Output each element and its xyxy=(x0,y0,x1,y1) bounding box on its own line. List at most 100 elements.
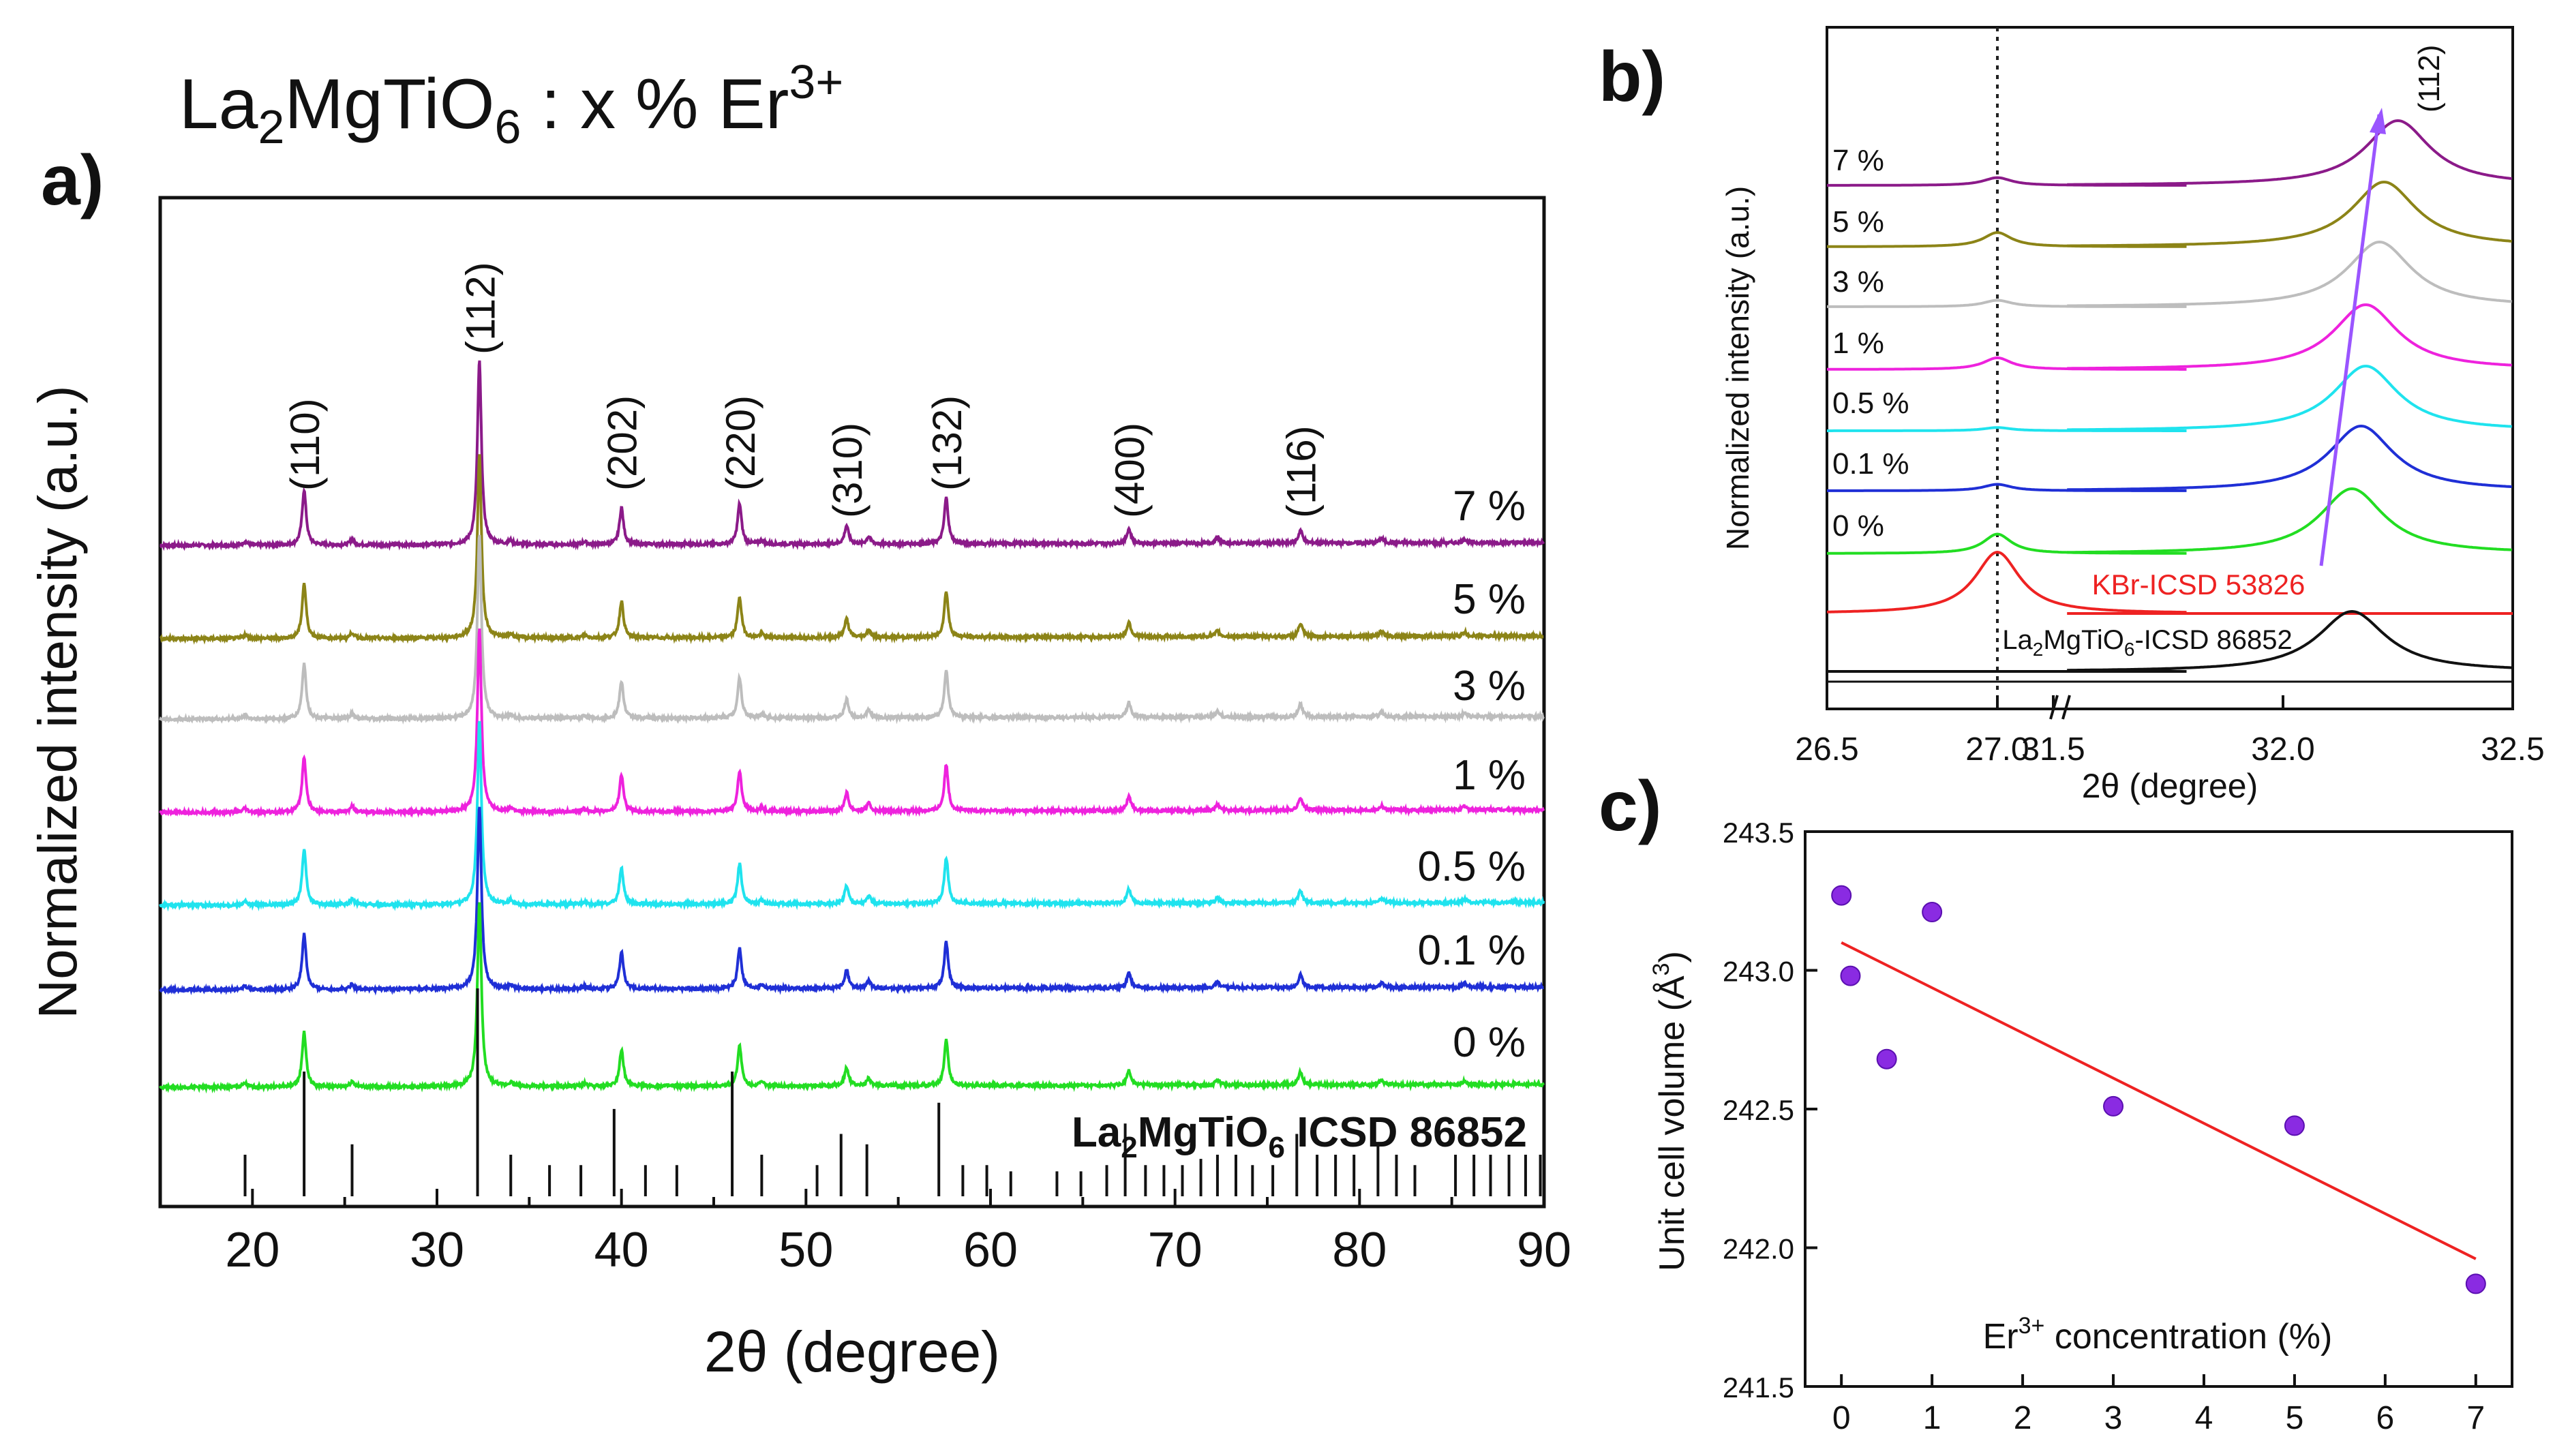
panel-b-series-line xyxy=(2067,181,2512,247)
panel-c-y-tick-label: 242.5 xyxy=(1723,1094,1794,1126)
panel-b-series-line xyxy=(2067,240,2512,307)
panel-c-x-tick-label: 4 xyxy=(2195,1400,2213,1436)
panel-a-series-line xyxy=(159,721,1545,912)
panel-a-series-label: 1 % xyxy=(1453,752,1526,799)
panel-b-kbr-reference-line xyxy=(1826,550,2513,615)
panel-a-x-tick-label: 90 xyxy=(1517,1223,1571,1277)
panel-a-series-labels: 7 % 5 % 3 % 1 % 0.5 % 0.1 % 0 % xyxy=(1417,483,1526,1066)
panel-a-x-tick-label: 80 xyxy=(1332,1223,1387,1277)
panel-b-xlabel: 2θ (degree) xyxy=(2082,767,2258,805)
panel-a-reference-label: La2MgTiO6 ICSD 86852 xyxy=(1072,1109,1527,1164)
panel-c-x-tick-label: 2 xyxy=(2014,1400,2032,1436)
panel-c-data-point xyxy=(1831,885,1852,906)
panel-a-peak-label: (110) xyxy=(282,398,328,491)
panel-b-series-line xyxy=(2067,365,2512,431)
panel-c-fit-line xyxy=(1841,941,2477,1260)
panel-b-axis-break xyxy=(2061,695,2071,720)
panel-b-series-label: 1 % xyxy=(1832,327,1884,360)
panel-b-series-line xyxy=(2067,303,2512,370)
panel-a-series-line xyxy=(159,628,1545,819)
panel-c-y-tick-label: 243.5 xyxy=(1723,817,1794,849)
panel-b-series-line xyxy=(2067,424,2512,491)
panel-b-series-label: 3 % xyxy=(1832,265,1884,299)
panel-b-series-line xyxy=(1827,532,2187,555)
panel-b-lmt-reference-line xyxy=(1827,609,2512,673)
panel-a-peak-label: (310) xyxy=(825,423,871,518)
panel-a-series-label: 5 % xyxy=(1453,576,1526,623)
panel-b-x-tick-label: 26.5 xyxy=(1795,731,1858,768)
panel-b-series: 7 % 5 % 3 % 1 % 0.5 % 0.1 % 0 % xyxy=(1826,108,2513,720)
panel-c-y-tick-label: 242.0 xyxy=(1723,1233,1794,1265)
panel-c-x-tick-label: 7 xyxy=(2466,1400,2485,1436)
panel-a-series-line xyxy=(160,454,1544,645)
panel-a-reference-sticks xyxy=(243,988,1542,1196)
panel-b-series-label: 0.5 % xyxy=(1832,386,1909,420)
panel-a-series-label: 0.1 % xyxy=(1417,927,1526,974)
panel-a-series-label: 7 % xyxy=(1453,483,1526,530)
panel-a-peak-labels: (110) (112) (202) (220) (310) (132) (400) (116) xyxy=(282,262,1325,518)
panel-a-peak-label: (202) xyxy=(600,395,646,491)
panel-b-series-label: 0 % xyxy=(1832,509,1884,543)
figure-title: La2MgTiO6 : x % Er3+ xyxy=(179,55,843,153)
panel-c-frame xyxy=(1804,830,2513,1388)
panel-c-y-tick-label: 241.5 xyxy=(1723,1371,1794,1404)
panel-b-series-line xyxy=(1827,356,2187,371)
panel-c-data-point xyxy=(1840,965,1861,986)
panel-b-peak-label: (112) xyxy=(2413,45,2446,112)
panel-b-reference-label: La2MgTiO6-ICSD 86852 xyxy=(2002,625,2292,660)
panel-b: b) 7 % 5 % 3 % 1 % 0.5 % 0.1 % 0 % 26.5 27.031.… xyxy=(1599,26,2545,805)
panel-b-series-label: 0.1 % xyxy=(1832,447,1909,481)
panel-a-frame xyxy=(158,196,1546,1209)
panel-c-points xyxy=(1831,885,2486,1294)
panel-a-peak-label: (400) xyxy=(1107,423,1153,518)
panel-a-x-tick-label: 50 xyxy=(778,1223,833,1277)
panel-b-x-axis: 26.5 27.031.5 32.0 32.5 xyxy=(1795,695,2545,768)
panel-a-x-tick-label: 20 xyxy=(225,1223,279,1277)
panel-c-data-point xyxy=(1876,1048,1897,1070)
panel-a-x-tick-label: 60 xyxy=(963,1223,1018,1277)
panel-a-series-line xyxy=(159,534,1545,725)
panel-c-xlabel: Er3+ concentration (%) xyxy=(1983,1313,2333,1356)
panel-a-peak-label: (112) xyxy=(457,262,503,354)
panel-c-x-tick-label: 1 xyxy=(1923,1400,1941,1436)
panel-b-series-label: 5 % xyxy=(1832,205,1884,239)
panel-a-xlabel: 2θ (degree) xyxy=(704,1320,1000,1384)
panel-b-series-label: 7 % xyxy=(1832,144,1884,177)
panel-a-label: a) xyxy=(41,141,104,220)
panel-a-x-axis: 20 30 40 50 60 70 80 90 xyxy=(159,1189,1571,1277)
panel-b-x-tick-label: 27.0 xyxy=(1965,731,2029,768)
panel-c-label: c) xyxy=(1599,767,1661,846)
panel-c-data-point xyxy=(1922,902,1943,923)
panel-b-x-tick-label: 31.5 xyxy=(2021,731,2085,768)
panel-b-series-line xyxy=(1827,426,2187,432)
panel-c-data-point xyxy=(2284,1115,2305,1136)
panel-b-series-line xyxy=(1827,483,2187,492)
panel-c-axes: 0 1 2 3 4 5 6 7 241.5 242.0 242.5 243.0 243.5 xyxy=(1723,817,2485,1436)
panel-a: a) 20 30 40 50 60 70 80 90 (110) (112) (202) (220)… xyxy=(27,141,1571,1384)
panel-a-x-tick-label: 70 xyxy=(1148,1223,1203,1277)
panel-b-label: b) xyxy=(1599,37,1665,117)
panel-a-x-tick-label: 30 xyxy=(410,1223,464,1277)
panel-c-y-tick-label: 243.0 xyxy=(1723,956,1794,988)
panel-b-shift-arrow xyxy=(2319,114,2381,566)
panel-b-kbr-label: KBr-ICSD 53826 xyxy=(2092,568,2306,601)
panel-c: c) 0 1 2 3 4 5 6 7 241.5 242.0 242.5 243.0 243.5 Er3… xyxy=(1599,767,2513,1436)
panel-b-shift-arrowhead xyxy=(2370,108,2386,134)
panel-b-series-line xyxy=(2067,487,2512,554)
panel-b-x-tick-label: 32.5 xyxy=(2481,731,2544,768)
panel-a-series xyxy=(159,360,1545,1094)
panel-c-x-tick-label: 0 xyxy=(1832,1400,1851,1436)
panel-b-series-line xyxy=(2067,119,2512,186)
panel-a-series-label: 0.5 % xyxy=(1417,843,1526,890)
panel-a-series-label: 3 % xyxy=(1453,663,1526,710)
panel-c-x-tick-label: 5 xyxy=(2286,1400,2304,1436)
panel-c-x-tick-label: 6 xyxy=(2376,1400,2395,1436)
panel-c-data-point xyxy=(2103,1095,2124,1117)
panel-a-peak-label: (132) xyxy=(924,395,970,491)
panel-a-series-line xyxy=(159,902,1545,1094)
panel-a-series-line xyxy=(159,806,1544,996)
panel-a-peak-label: (220) xyxy=(718,395,764,491)
panel-c-ylabel: Unit cell volume (Å3) xyxy=(1648,951,1692,1271)
panel-a-peak-label: (116) xyxy=(1279,425,1325,518)
